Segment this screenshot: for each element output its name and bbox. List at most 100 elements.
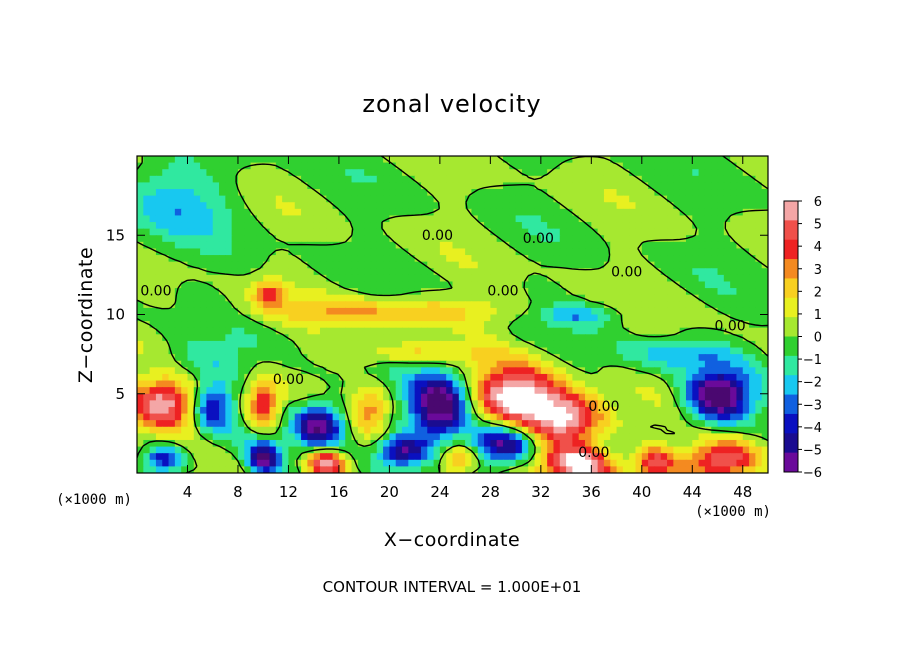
field-cell — [275, 453, 283, 461]
field-cell — [452, 327, 460, 335]
field-cell — [288, 459, 296, 467]
field-cell — [761, 156, 768, 164]
field-cell — [301, 182, 308, 190]
field-cell — [282, 354, 290, 362]
field-cell — [168, 314, 176, 322]
field-cell — [749, 420, 756, 428]
field-cell — [319, 261, 327, 269]
field-cell — [269, 380, 277, 388]
field-cell — [301, 327, 308, 335]
field-cell — [679, 307, 687, 316]
field-cell — [288, 255, 296, 263]
field-cell — [143, 189, 151, 197]
field-cell — [212, 175, 220, 184]
field-cell — [143, 156, 151, 164]
field-cell — [572, 347, 580, 355]
field-cell — [427, 182, 435, 190]
field-cell — [692, 420, 700, 428]
field-cell — [313, 294, 321, 302]
field-cell — [446, 261, 454, 269]
field-cell — [477, 314, 485, 322]
field-cell — [364, 274, 372, 283]
field-cell — [698, 175, 706, 184]
field-cell — [256, 175, 264, 184]
field-cell — [420, 307, 428, 316]
field-cell — [244, 288, 252, 296]
field-cell — [572, 156, 580, 164]
field-cell — [155, 334, 163, 342]
field-cell — [711, 281, 719, 289]
field-cell — [711, 334, 719, 342]
field-cell — [496, 459, 504, 467]
field-cell — [736, 215, 744, 223]
field-cell — [307, 420, 315, 428]
field-cell — [566, 380, 573, 388]
field-cell — [439, 340, 447, 349]
field-cell — [742, 294, 750, 302]
field-cell — [648, 453, 656, 461]
field-cell — [439, 222, 447, 230]
field-cell — [319, 222, 327, 230]
field-cell — [193, 162, 201, 170]
field-cell — [225, 169, 233, 177]
field-cell — [515, 406, 523, 415]
field-cell — [578, 208, 586, 217]
field-cell — [597, 228, 605, 236]
field-cell — [660, 453, 668, 461]
field-cell — [465, 195, 473, 203]
field-cell — [452, 393, 460, 401]
field-cell — [458, 380, 466, 388]
field-cell — [439, 307, 447, 316]
field-cell — [200, 327, 208, 335]
field-cell — [648, 373, 656, 382]
field-cell — [187, 175, 195, 184]
field-cell — [553, 307, 561, 316]
field-cell — [673, 261, 681, 269]
field-cell — [597, 426, 605, 434]
field-cell — [193, 321, 201, 329]
field-cell — [540, 453, 548, 461]
field-cell — [477, 367, 485, 375]
field-cell — [465, 367, 473, 375]
field-cell — [357, 235, 365, 243]
field-cell — [635, 268, 643, 276]
field-cell — [307, 215, 315, 223]
field-cell — [496, 327, 504, 335]
field-cell — [414, 202, 422, 210]
field-cell — [237, 261, 245, 269]
field-cell — [395, 208, 403, 217]
field-cell — [225, 347, 233, 355]
field-cell — [244, 367, 252, 375]
field-cell — [692, 453, 700, 461]
field-cell — [610, 453, 618, 461]
field-cell — [610, 433, 618, 441]
field-cell — [225, 274, 233, 283]
field-cell — [667, 222, 674, 230]
field-cell — [383, 354, 390, 362]
field-cell — [338, 413, 346, 421]
field-cell — [231, 248, 239, 256]
field-cell — [660, 169, 668, 177]
field-cell — [502, 393, 510, 401]
field-cell — [237, 314, 245, 322]
field-cell — [597, 314, 605, 322]
field-cell — [717, 387, 725, 395]
field-cell — [578, 182, 586, 190]
field-cell — [704, 268, 712, 276]
field-cell — [433, 387, 441, 395]
field-cell — [610, 175, 618, 184]
field-cell — [212, 222, 220, 230]
field-cell — [761, 274, 768, 283]
field-cell — [137, 413, 144, 421]
field-cell — [736, 327, 744, 335]
field-cell — [200, 162, 208, 170]
field-cell — [427, 274, 435, 283]
field-cell — [629, 208, 637, 217]
field-cell — [496, 294, 504, 302]
field-cell — [149, 189, 157, 197]
field-cell — [162, 301, 170, 309]
field-cell — [275, 281, 283, 289]
field-cell — [591, 400, 599, 408]
field-cell — [515, 321, 523, 329]
field-cell — [225, 189, 233, 197]
